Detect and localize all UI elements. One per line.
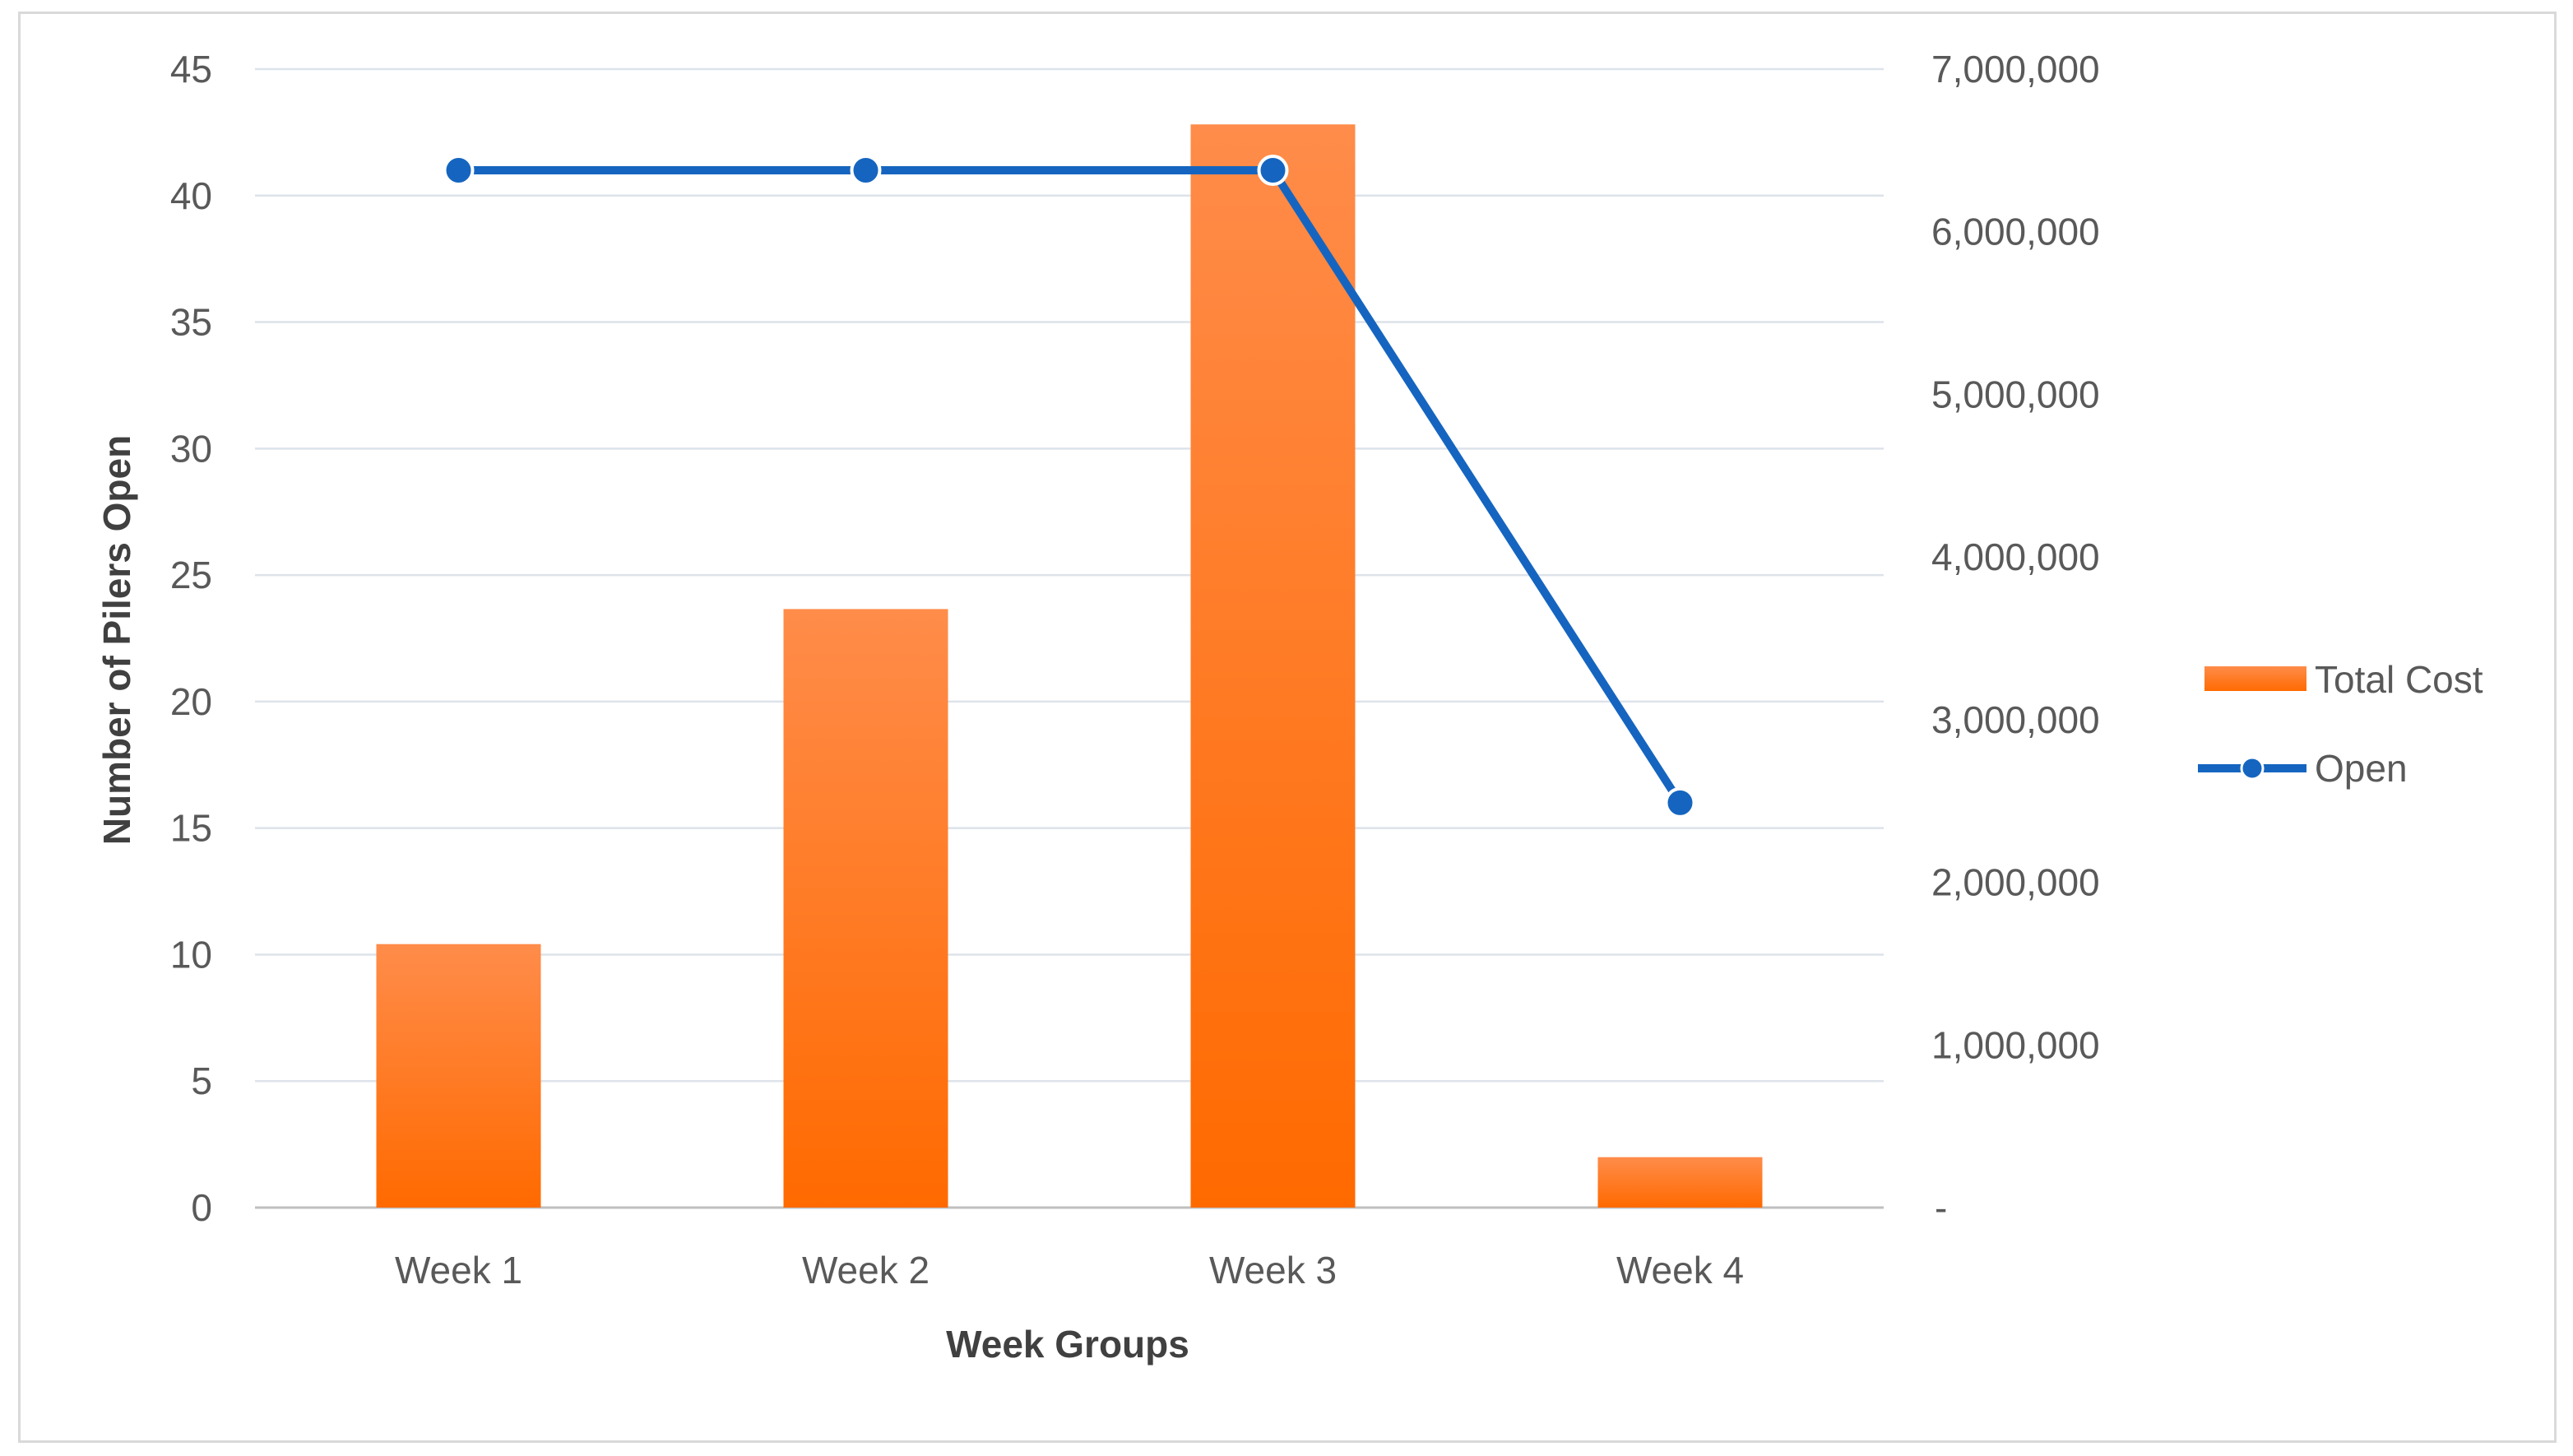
y-tick-label: 40 [170,174,212,217]
y-tick-label: 35 [170,301,212,344]
point-open [1257,155,1289,187]
bar-total-cost [1597,1157,1763,1208]
y-tick-label: 15 [170,807,212,850]
legend-item-total-cost: Total Cost [2204,658,2483,701]
y-tick-label: 10 [170,933,212,976]
y-tick-label: 20 [170,680,212,723]
bar-total-cost [376,944,541,1208]
legend: Total Cost Open [2198,658,2483,790]
legend-swatch-total-cost [2204,666,2306,691]
y2-tick-label: 2,000,000 [1931,861,2100,904]
line-open [458,166,1684,805]
bar-total-cost [783,609,948,1208]
axes: 0 5 10 15 20 25 30 35 40 45 - 1,000,000 2,000,000 3,0… [170,48,2100,1291]
x-tick-label: Week 4 [1616,1249,1744,1291]
line-series [443,155,1696,818]
legend-item-open: Open [2198,747,2408,790]
bars [376,124,1763,1208]
y-tick-label: 25 [170,554,212,596]
y2-tick-label: - [1935,1186,1947,1229]
point-open [1664,786,1696,818]
x-tick-label: Week 3 [1209,1249,1337,1291]
y2-tick-label: 5,000,000 [1931,373,2100,415]
y2-tick-label: 4,000,000 [1931,536,2100,578]
y-axis-title: Number of Pilers Open [95,435,138,845]
y-tick-label: 45 [170,48,212,90]
x-tick-label: Week 2 [802,1249,930,1291]
legend-label-total-cost: Total Cost [2315,658,2483,701]
y2-tick-label: 1,000,000 [1931,1023,2100,1066]
y2-tick-label: 3,000,000 [1931,698,2100,741]
x-axis-title: Week Groups [946,1323,1189,1366]
y-tick-label: 0 [191,1186,212,1229]
bar-total-cost [1190,124,1356,1208]
y2-tick-label: 6,000,000 [1931,211,2100,253]
y-tick-label: 30 [170,427,212,470]
legend-label-open: Open [2315,747,2408,790]
legend-marker-open [2240,756,2265,781]
y-tick-label: 5 [191,1060,212,1102]
point-open [443,155,475,187]
x-tick-label: Week 1 [395,1249,522,1291]
point-open [850,155,882,187]
y2-tick-label: 7,000,000 [1931,48,2100,90]
